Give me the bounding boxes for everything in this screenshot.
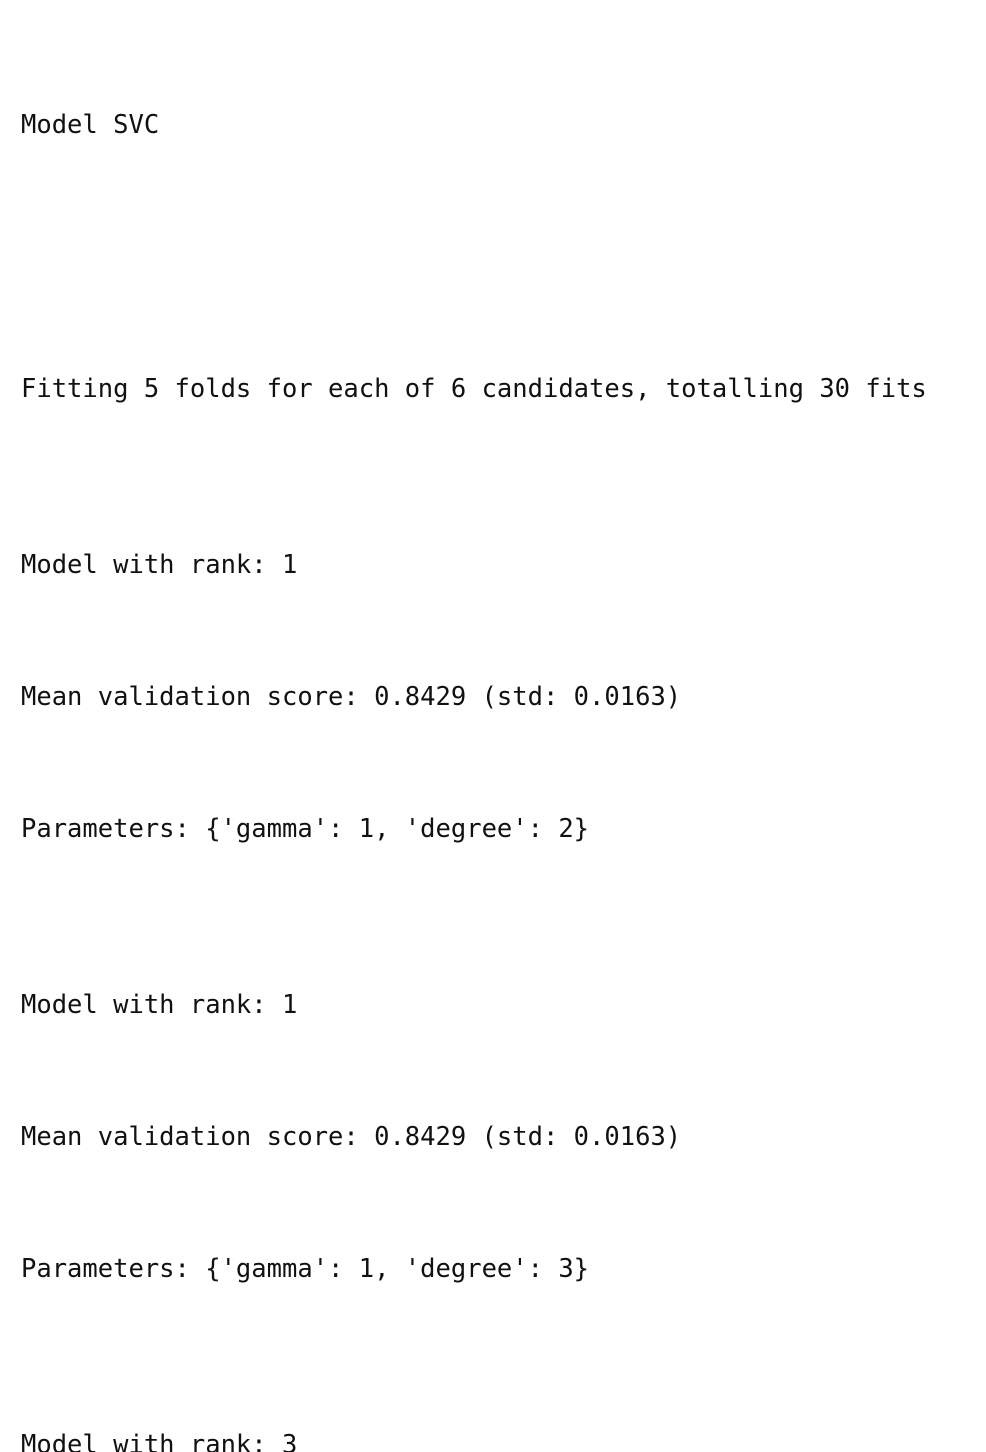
fitting-summary: Fitting 5 folds for each of 6 candidates… — [21, 374, 927, 404]
rank-line: Model with rank: 1 — [21, 550, 298, 580]
score-line: Mean validation score: 0.8429 (std: 0.01… — [21, 682, 682, 712]
blank-line — [21, 235, 986, 279]
parameters-line: Parameters: {'gamma': 1, 'degree': 2} — [21, 814, 590, 844]
rank-line: Model with rank: 3 — [21, 1430, 298, 1452]
parameters-line: Parameters: {'gamma': 1, 'degree': 3} — [21, 1254, 590, 1284]
console-output: Model SVC Fitting 5 folds for each of 6 … — [21, 15, 986, 1452]
score-line: Mean validation score: 0.8429 (std: 0.01… — [21, 1122, 682, 1152]
model-title: Model SVC — [21, 110, 160, 140]
rank-line: Model with rank: 1 — [21, 990, 298, 1020]
